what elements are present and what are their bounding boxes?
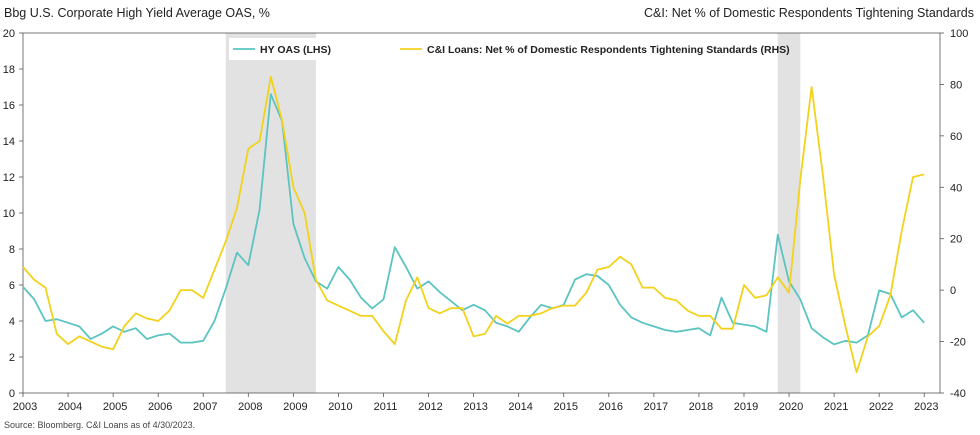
- x-tick-label: 2004: [58, 401, 82, 413]
- right-axis-title: C&I: Net % of Domestic Respondents Tight…: [643, 6, 974, 20]
- x-tick-label: 2021: [824, 401, 848, 413]
- x-tick-label: 2020: [779, 401, 803, 413]
- left-axis-title: Bbg U.S. Corporate High Yield Average OA…: [4, 6, 270, 20]
- x-tick-label: 2018: [689, 401, 713, 413]
- plot-frame: [22, 32, 941, 394]
- left-tick-label: 10: [3, 208, 15, 220]
- x-tick-label: 2003: [13, 401, 37, 413]
- ci-loans-line: [22, 75, 925, 374]
- legend-ci-loans-label: C&I Loans: Net % of Domestic Respondents…: [427, 44, 790, 56]
- right-tick-label: -40: [950, 388, 966, 400]
- x-tick-label: 2013: [463, 401, 487, 413]
- x-tick-label: 2017: [644, 401, 668, 413]
- right-tick-label: 60: [950, 131, 962, 143]
- right-tick-label: 100: [950, 28, 968, 40]
- x-tick-label: 2009: [283, 401, 307, 413]
- x-tick-label: 2007: [193, 401, 217, 413]
- x-tick-label: 2016: [599, 401, 623, 413]
- right-tick-label: 20: [950, 234, 962, 246]
- left-tick-label: 6: [9, 280, 15, 292]
- left-tick-label: 12: [3, 172, 15, 184]
- left-tick-label: 14: [3, 136, 15, 148]
- left-tick-label: 4: [9, 316, 15, 328]
- recession-band-1: [225, 33, 316, 393]
- x-tick-label: 2005: [103, 401, 127, 413]
- x-tick-label: 2014: [508, 401, 532, 413]
- x-tick-label: 2023: [914, 401, 938, 413]
- x-tick-label: 2019: [734, 401, 758, 413]
- legend-hy-oas-label: HY OAS (LHS): [260, 44, 331, 56]
- left-tick-label: 0: [9, 388, 15, 400]
- hy-oas-line: [22, 93, 925, 346]
- left-tick-label: 18: [3, 64, 15, 76]
- right-tick-label: 0: [950, 285, 956, 297]
- right-tick-label: 80: [950, 79, 962, 91]
- x-tick-label: 2015: [553, 401, 577, 413]
- x-tick-label: 2022: [869, 401, 893, 413]
- x-tick-label: 2012: [418, 401, 442, 413]
- left-tick-label: 8: [9, 244, 15, 256]
- legend-box: [229, 38, 774, 60]
- left-tick-label: 16: [3, 100, 15, 112]
- right-tick-label: 40: [950, 182, 962, 194]
- left-tick-label: 2: [9, 352, 15, 364]
- x-tick-label: 2008: [238, 401, 262, 413]
- left-tick-label: 20: [3, 28, 15, 40]
- recession-band-2: [777, 33, 801, 393]
- x-tick-label: 2010: [328, 401, 352, 413]
- x-tick-label: 2011: [374, 401, 398, 413]
- x-tick-label: 2006: [148, 401, 172, 413]
- right-tick-label: -20: [950, 337, 966, 349]
- source-note: Source: Bloomberg. C&I Loans as of 4/30/…: [4, 420, 196, 430]
